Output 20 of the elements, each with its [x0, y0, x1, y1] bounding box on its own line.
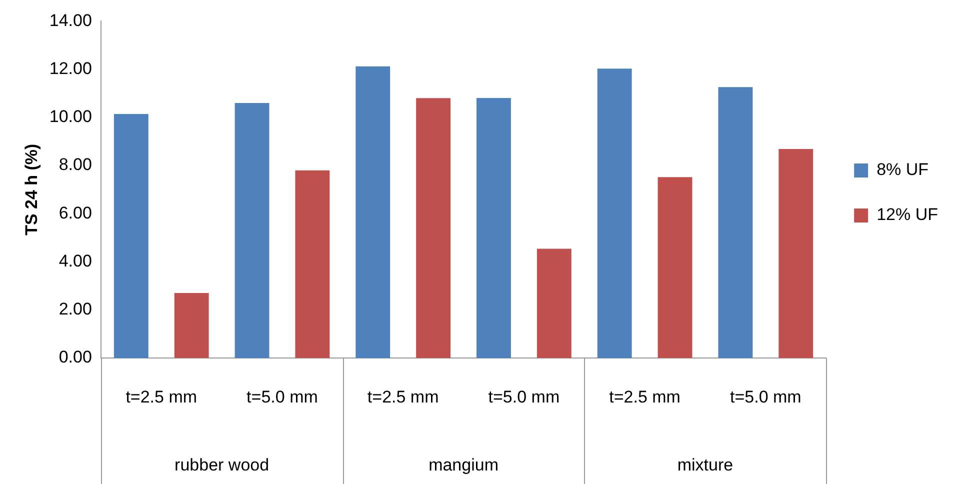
- text: mangium: [428, 456, 498, 475]
- legend-label: 12% UF: [876, 205, 938, 224]
- x-tick-label: t=5.0 mm: [246, 388, 318, 407]
- y-tick-label: 12.00: [49, 59, 92, 78]
- y-tick-label: 8.00: [58, 155, 92, 174]
- y-axis-title: TS 24 h (%): [22, 144, 41, 236]
- y-tick-label: 0.00: [58, 348, 92, 367]
- text: rubber wood: [174, 456, 270, 475]
- x-tick-label: t=2.5 mm: [609, 388, 680, 407]
- y-tick-label: 6.00: [58, 203, 92, 222]
- x-tick-label: t=5.0 mm: [730, 388, 802, 407]
- y-tick-label: 2.00: [58, 300, 92, 319]
- x-tick-label: t=5.0 mm: [488, 388, 560, 407]
- legend-label: 8% UF: [876, 160, 929, 180]
- y-tick-label: 14.00: [49, 10, 92, 30]
- x-tick-label: t=2.5 mm: [126, 388, 198, 407]
- y-tick-label: 4.00: [58, 251, 92, 270]
- x-tick-label: t=2.5 mm: [367, 388, 439, 407]
- y-tick-label: 10.00: [49, 107, 92, 126]
- text: mixture: [677, 456, 734, 475]
